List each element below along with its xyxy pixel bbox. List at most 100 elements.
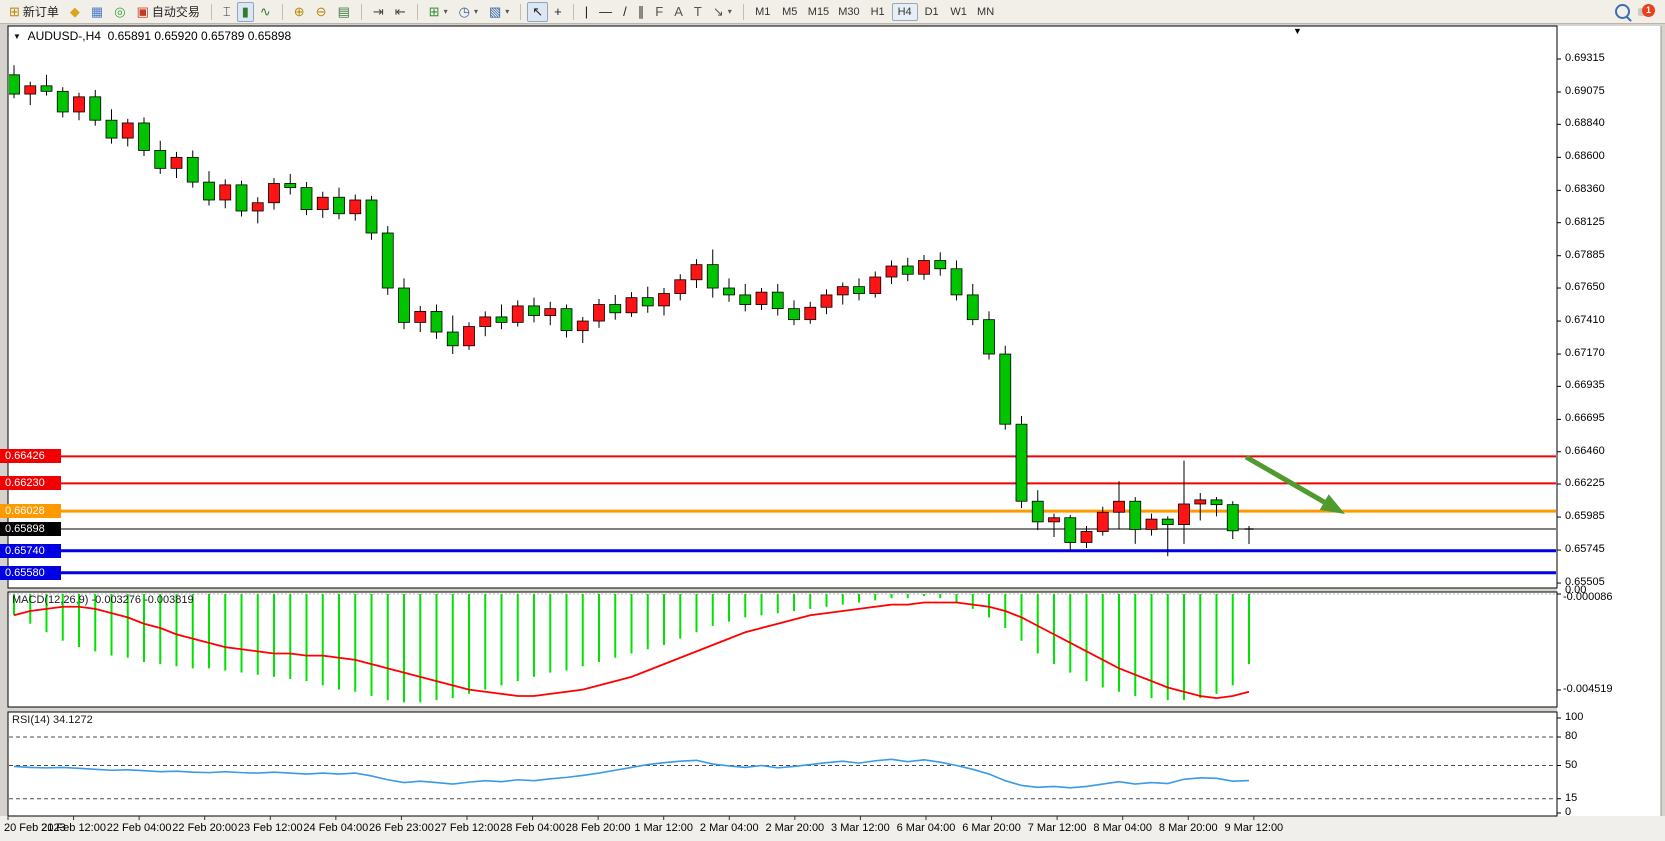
dropdown-arrow-icon[interactable]: ▾: [473, 7, 478, 16]
add-indicator-icon: ⊞: [428, 4, 440, 19]
candle: [1194, 492, 1207, 521]
new-order-button[interactable]: ⊞ 新订单: [4, 2, 64, 22]
price-tick-label: 0.66225: [1565, 477, 1605, 490]
price-axis-panel[interactable]: [1557, 26, 1661, 816]
fibonacci-button[interactable]: F: [650, 2, 668, 22]
candle: [170, 151, 183, 178]
chart-title: ▼ AUDUSD-,H4 0.65891 0.65920 0.65789 0.6…: [13, 29, 291, 43]
trend-arrow-annotation[interactable]: [1244, 454, 1345, 514]
timeframe-m15[interactable]: M15: [804, 3, 833, 21]
line-chart-icon: ∿: [259, 4, 271, 19]
timeframe-d1[interactable]: D1: [919, 3, 945, 21]
time-axis-label: 24 Feb 04:00: [303, 822, 369, 834]
price-tick-label: 0.65985: [1565, 510, 1605, 523]
price-tick-label: 0.67650: [1565, 281, 1605, 294]
candle: [690, 259, 703, 289]
chart-shift-button[interactable]: ⇤: [390, 2, 411, 22]
chart-collapse-icon[interactable]: ▼: [13, 32, 21, 41]
text-button[interactable]: A: [669, 2, 688, 22]
price-tick-label: 0.66460: [1565, 444, 1605, 457]
candle: [1015, 415, 1028, 509]
price-tick-label: 0.68840: [1565, 117, 1605, 130]
template-button[interactable]: ▧ ▾: [484, 2, 514, 22]
arrows-button[interactable]: ↘ ▾: [708, 2, 737, 22]
macd-pane[interactable]: [7, 591, 1558, 708]
candle: [1244, 525, 1254, 545]
candle: [771, 283, 784, 316]
timeframe-w1[interactable]: W1: [946, 3, 972, 21]
market-watch-icon[interactable]: ◆: [65, 2, 85, 22]
chart-shift-marker-icon[interactable]: ▼: [1293, 26, 1302, 36]
add-indicator-button[interactable]: ⊞ ▾: [424, 2, 453, 22]
timeframe-h4[interactable]: H4: [891, 2, 918, 21]
notifications-icon[interactable]: 1: [1638, 4, 1655, 18]
dropdown-arrow-icon[interactable]: ▾: [443, 7, 448, 16]
candle: [723, 278, 735, 302]
chart-ohlc-values: 0.65891 0.65920 0.65789 0.65898: [107, 29, 292, 43]
trendline-button[interactable]: /: [618, 2, 632, 22]
candle: [560, 304, 573, 338]
candle: [853, 278, 865, 301]
signals-icon[interactable]: ◎: [109, 2, 130, 22]
price-tick-label: 0.68360: [1565, 183, 1605, 196]
period-button[interactable]: ◷ ▾: [454, 2, 483, 22]
search-icon[interactable]: [1615, 4, 1632, 22]
timeframe-m5[interactable]: M5: [777, 3, 803, 21]
time-axis-label: 1 Mar 12:00: [634, 822, 694, 834]
candle: [1080, 525, 1093, 548]
horizontal-line-icon: —: [599, 4, 613, 19]
macd-signal-line: [13, 601, 1250, 699]
tile-windows-button[interactable]: ▤: [333, 2, 355, 22]
crosshair-button[interactable]: +: [549, 2, 567, 22]
dropdown-arrow-icon[interactable]: ▾: [727, 7, 732, 16]
timeframe-m1[interactable]: M1: [750, 3, 776, 21]
bar-chart-button[interactable]: ⌶: [218, 2, 236, 22]
candle: [593, 299, 605, 328]
candle: [820, 289, 833, 315]
price-tick-label: 0.67410: [1565, 314, 1605, 327]
candle: [121, 118, 134, 147]
candle: [89, 89, 102, 126]
cursor-button[interactable]: ↖: [527, 1, 549, 22]
macd-axis-label: -0.004519: [1563, 683, 1613, 695]
rsi-pane[interactable]: [7, 711, 1558, 817]
new-order-icon: ⊞: [9, 4, 20, 19]
zoom-out-button[interactable]: ⊖: [311, 2, 332, 22]
timeframe-h1[interactable]: H1: [865, 3, 891, 21]
time-axis-label: 7 Mar 12:00: [1027, 822, 1087, 834]
candle: [40, 74, 53, 96]
candle: [105, 109, 118, 144]
time-axis-label: 20 Feb 2023: [4, 822, 66, 834]
data-window-icon[interactable]: ▦: [86, 2, 108, 22]
timeframe-m30[interactable]: M30: [834, 3, 863, 21]
dropdown-arrow-icon[interactable]: ▾: [505, 7, 510, 16]
candle: [1031, 490, 1044, 531]
zoom-in-button[interactable]: ⊕: [289, 2, 310, 22]
macd-axis-label: -0.000086: [1563, 591, 1613, 603]
auto-scroll-icon: ⇥: [372, 4, 384, 19]
candle: [1096, 506, 1109, 536]
bar-chart-icon: ⌶: [222, 4, 231, 19]
rsi-axis-label: 50: [1565, 758, 1578, 771]
candle: [1178, 460, 1190, 544]
timeframe-mn[interactable]: MN: [973, 3, 999, 21]
candlestick-chart-button[interactable]: ▮: [236, 1, 254, 22]
auto-scroll-button[interactable]: ⇥: [368, 2, 389, 22]
candle: [284, 173, 297, 195]
horizontal-line-button[interactable]: —: [594, 2, 617, 22]
autotrading-button[interactable]: ▣ 自动交易: [132, 2, 205, 22]
time-axis-label: 28 Feb 20:00: [565, 822, 631, 834]
channel-button[interactable]: ∥: [633, 2, 650, 22]
rsi-axis-label: 80: [1565, 730, 1578, 742]
line-chart-button[interactable]: ∿: [255, 2, 276, 22]
price-tick-label: 0.67885: [1565, 248, 1605, 261]
axis-ticks: [7, 58, 1561, 820]
candle: [495, 304, 508, 330]
toolbar-separator: [281, 3, 283, 20]
vertical-line-button[interactable]: |: [580, 2, 593, 22]
text-label-button[interactable]: T: [689, 2, 707, 22]
time-axis-label: 8 Mar 04:00: [1093, 822, 1153, 834]
candle: [528, 297, 540, 323]
candle: [1048, 513, 1060, 537]
